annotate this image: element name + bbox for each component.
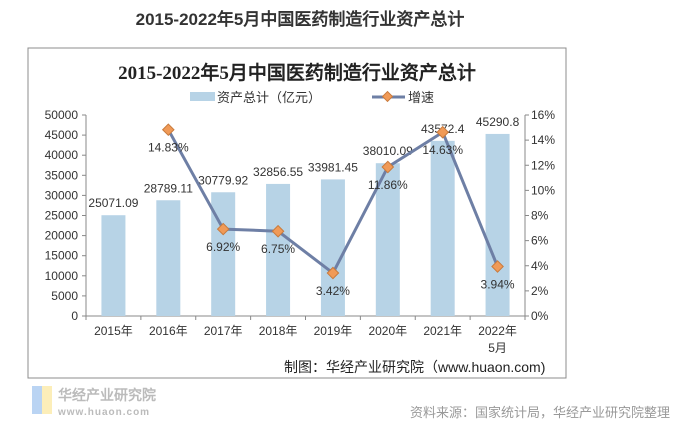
watermark-name: 华经产业研究院	[58, 387, 156, 403]
x-tick-label: 2022年	[478, 324, 517, 338]
bar	[266, 183, 291, 316]
y-left-tick-label: 50000	[45, 108, 79, 122]
y-right-tick-label: 4%	[531, 259, 549, 273]
line-data-label: 14.83%	[148, 141, 189, 155]
bar-data-label: 30779.92	[198, 173, 248, 187]
y-left-tick-label: 35000	[45, 168, 79, 182]
line-data-label: 14.63%	[422, 143, 463, 157]
y-right-tick-label: 10%	[531, 183, 555, 197]
line-marker	[271, 224, 285, 238]
line-marker	[381, 160, 395, 174]
line-data-label: 3.42%	[316, 284, 350, 298]
bar	[430, 140, 455, 316]
line-marker	[436, 125, 450, 139]
x-tick-label: 2021年	[423, 324, 462, 338]
line-data-label: 3.94%	[481, 278, 515, 292]
x-tick-label: 2017年	[204, 324, 243, 338]
y-left-tick-label: 45000	[45, 128, 79, 142]
bar-data-label: 45290.8	[476, 115, 520, 129]
y-left-tick-label: 30000	[45, 188, 79, 202]
line-marker	[326, 266, 340, 280]
x-tick-label: 2020年	[368, 324, 407, 338]
y-left-tick-label: 0	[71, 309, 78, 323]
x-tick-label: 2016年	[149, 324, 188, 338]
bar-data-label: 25071.09	[88, 196, 138, 210]
legend-bar-swatch	[190, 92, 215, 101]
x-tick-label: 2015年	[94, 324, 133, 338]
x-tick-label: 2019年	[314, 324, 353, 338]
watermark-logo-icon	[32, 386, 42, 414]
y-left-tick-label: 15000	[45, 249, 79, 263]
x-tick-label: 2018年	[259, 324, 298, 338]
watermark-url: www.huaon.com	[57, 407, 150, 418]
y-right-tick-label: 0%	[531, 309, 549, 323]
line-data-label: 11.86%	[368, 178, 408, 192]
bar-data-label: 33981.45	[308, 160, 358, 174]
y-left-tick-label: 20000	[45, 229, 79, 243]
line-data-label: 6.75%	[261, 242, 295, 256]
y-left-tick-label: 10000	[45, 269, 79, 283]
legend-bar-label: 资产总计（亿元）	[217, 90, 321, 105]
bar	[375, 163, 400, 316]
y-right-tick-label: 8%	[531, 209, 549, 223]
legend-marker-icon	[381, 90, 394, 103]
line-marker	[491, 260, 504, 273]
y-right-tick-label: 16%	[531, 108, 555, 122]
bar-data-label: 38010.09	[363, 144, 413, 158]
y-right-tick-label: 14%	[531, 133, 555, 147]
line-data-label: 6.92%	[206, 240, 240, 254]
watermark-logo-icon	[42, 386, 52, 414]
y-right-tick-label: 12%	[531, 158, 555, 172]
chart-credit: 制图：华经产业研究院（www.huaon.com)	[284, 359, 545, 375]
y-right-tick-label: 2%	[531, 284, 549, 298]
x-tick-label: 5月	[488, 341, 507, 355]
bar	[101, 215, 126, 316]
page-title: 2015-2022年5月中国医药制造行业资产总计	[135, 10, 465, 29]
chart-title: 2015-2022年5月中国医药制造行业资产总计	[118, 61, 476, 84]
bar	[156, 200, 181, 316]
line-marker	[161, 123, 175, 137]
line-marker	[216, 222, 230, 236]
bar	[485, 133, 510, 316]
y-left-tick-label: 25000	[45, 209, 79, 223]
y-left-tick-label: 40000	[45, 148, 79, 162]
source-note: 资料来源：国家统计局，华经产业研究院整理	[409, 405, 670, 420]
y-right-tick-label: 6%	[531, 234, 549, 248]
bar-data-label: 32856.55	[253, 165, 303, 179]
bar	[320, 179, 345, 316]
legend-line-label: 增速	[408, 90, 434, 105]
y-left-tick-label: 5000	[51, 289, 78, 303]
bar-data-label: 28789.11	[144, 181, 193, 195]
